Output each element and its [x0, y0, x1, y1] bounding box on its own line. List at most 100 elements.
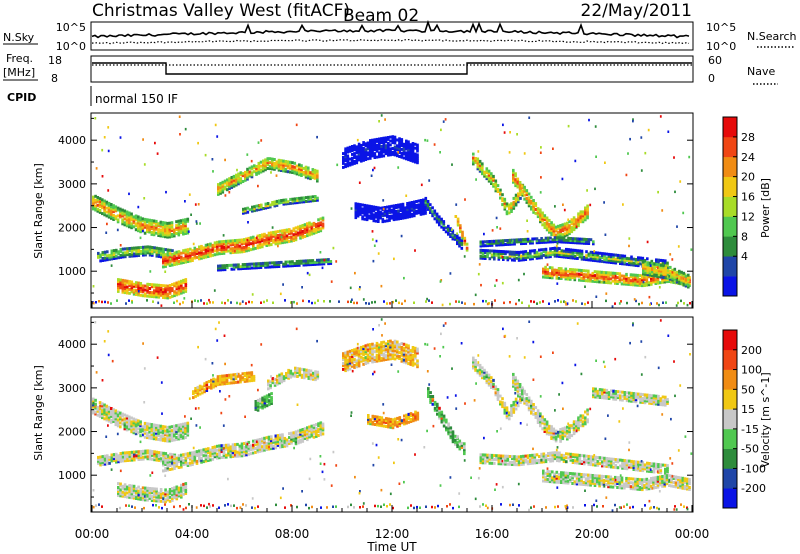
power-cell	[502, 239, 505, 243]
power-cell	[263, 238, 266, 242]
power-cell	[502, 123, 504, 127]
power-cell	[308, 231, 311, 235]
power-cell	[390, 208, 394, 212]
power-cell	[267, 235, 271, 239]
velocity-cell	[256, 444, 260, 448]
velocity-cell	[256, 450, 260, 454]
velocity-cell	[281, 437, 284, 441]
power-cell	[410, 208, 414, 212]
power-cell	[553, 250, 557, 254]
power-cell	[121, 255, 125, 259]
velocity-cell	[139, 424, 142, 428]
velocity-cell	[239, 380, 242, 384]
power-cell	[142, 249, 145, 253]
power-cell	[159, 291, 163, 295]
power-cell	[666, 274, 670, 278]
power-cell	[166, 252, 170, 256]
velocity-cell	[285, 444, 289, 448]
power-cell	[374, 207, 378, 211]
power-cell	[661, 278, 664, 282]
power-cell	[103, 213, 106, 217]
power-cell	[301, 224, 305, 227]
power-cell	[528, 304, 530, 308]
power-cell	[522, 240, 525, 243]
power-cell	[293, 199, 297, 203]
power-cell	[605, 281, 608, 284]
power-cell	[499, 239, 503, 243]
power-cell	[264, 162, 267, 166]
power-cell	[566, 225, 569, 229]
power-cell	[312, 221, 316, 225]
power-cell	[110, 251, 114, 255]
power-cell	[164, 288, 167, 292]
power-cell	[184, 252, 188, 256]
power-cell	[447, 224, 450, 228]
power-cell	[551, 266, 554, 270]
power-cell	[481, 252, 485, 256]
power-cell	[508, 205, 511, 209]
power-cell	[639, 258, 642, 262]
velocity-cell	[267, 383, 270, 387]
power-cell	[241, 263, 245, 267]
power-cell	[221, 188, 225, 192]
power-cell	[512, 204, 516, 208]
power-cell	[464, 198, 466, 201]
power-cell	[96, 209, 100, 213]
power-cell	[584, 214, 587, 218]
velocity-cell	[112, 408, 115, 412]
power-cell	[237, 182, 240, 186]
power-cell	[161, 221, 165, 225]
power-cell	[182, 280, 185, 284]
power-cell	[307, 197, 310, 201]
power-cell	[575, 225, 578, 228]
power-cell	[556, 236, 559, 240]
power-cell	[535, 254, 539, 258]
velocity-cell	[263, 440, 266, 444]
velocity-cell	[319, 433, 323, 437]
power-cell	[279, 237, 282, 241]
power-cell	[378, 155, 381, 159]
velocity-cell	[148, 496, 152, 500]
power-cell	[586, 208, 589, 212]
power-cell	[162, 296, 165, 299]
power-cell	[258, 234, 262, 237]
power-cell	[232, 178, 236, 182]
power-cell	[325, 260, 328, 264]
power-cell	[298, 259, 301, 263]
power-cell	[275, 201, 279, 205]
power-cell	[161, 223, 165, 226]
power-cell	[133, 246, 136, 250]
power-cell	[373, 140, 377, 144]
power-cell	[562, 269, 565, 273]
power-cell	[567, 250, 570, 254]
power-cell	[566, 233, 569, 237]
power-cell	[557, 226, 560, 230]
velocity-cell	[239, 376, 242, 380]
velocity-cell	[134, 428, 138, 432]
power-cell	[604, 233, 607, 236]
power-cell	[134, 216, 138, 220]
velocity-cell	[152, 431, 156, 435]
velocity-cell	[166, 490, 170, 494]
power-cell	[264, 158, 267, 162]
power-cell	[556, 252, 559, 256]
power-cell	[251, 301, 253, 304]
power-cell	[311, 263, 315, 266]
power-cell	[497, 253, 501, 257]
power-cell	[152, 221, 156, 225]
velocity-cell	[157, 456, 161, 460]
power-cell	[97, 255, 100, 259]
power-cell	[410, 212, 414, 216]
power-cell	[317, 218, 320, 222]
power-cell	[293, 300, 295, 304]
power-cell	[578, 241, 582, 245]
power-cell	[559, 228, 562, 231]
power-cell	[157, 283, 161, 287]
power-cell	[410, 202, 414, 206]
power-cell	[545, 222, 549, 226]
power-cell	[239, 265, 243, 269]
power-cell	[152, 300, 154, 303]
power-cell	[373, 152, 377, 156]
velocity-cell	[245, 445, 248, 449]
velocity-cell	[137, 421, 140, 425]
